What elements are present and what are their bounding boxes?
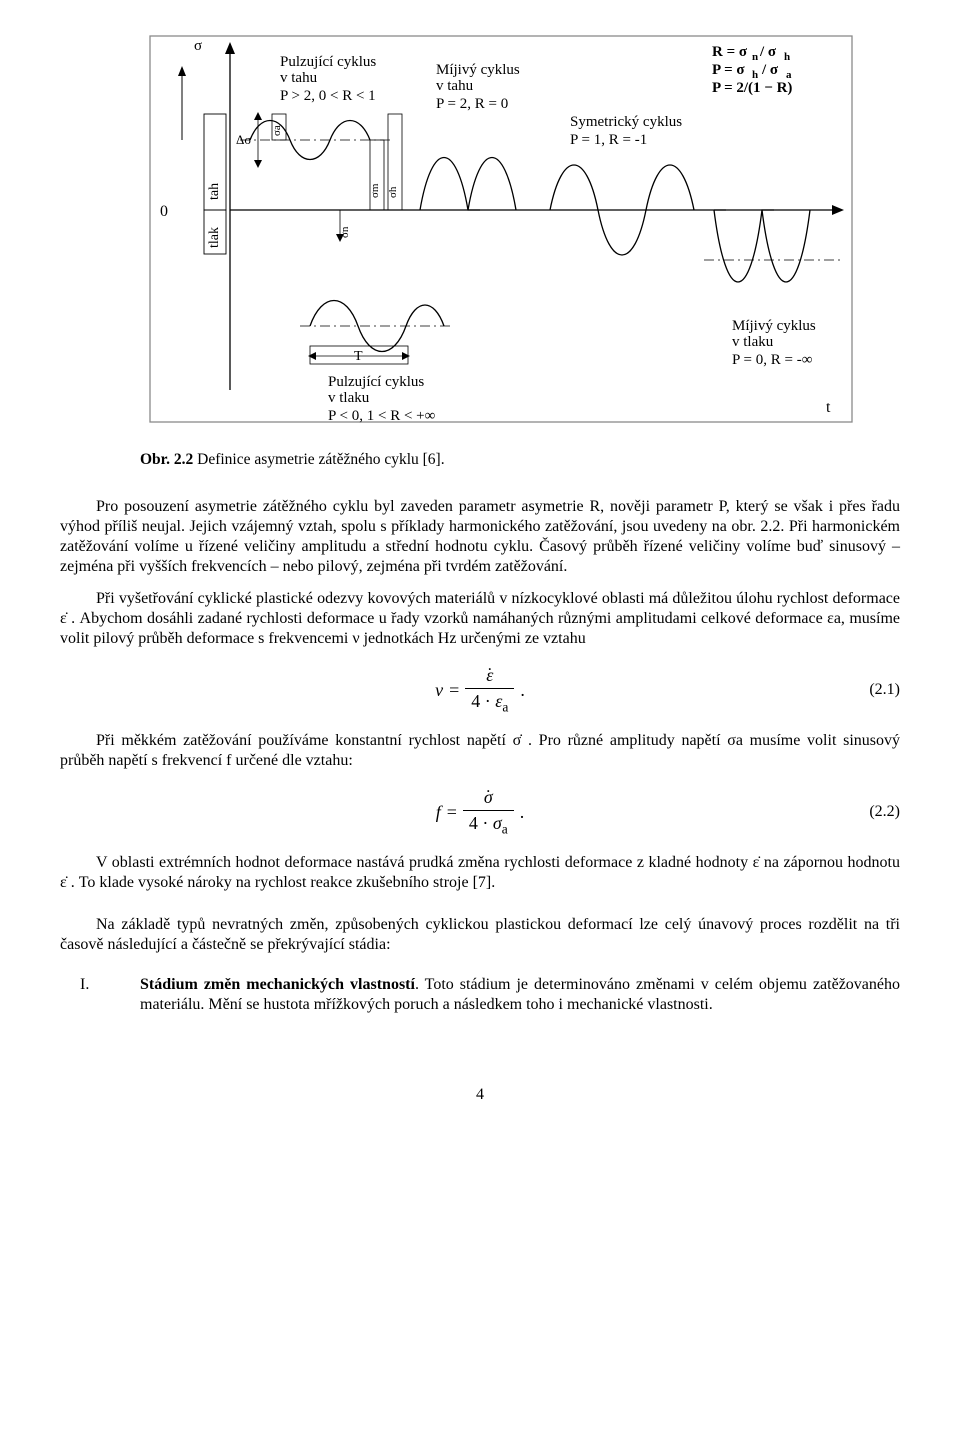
- svg-text:Symetrický cyklus: Symetrický cyklus: [570, 114, 682, 130]
- figure-2-2: σ 0 t tah tlak Δσ σa Pulzující cyklus: [100, 30, 860, 430]
- svg-text:v tlaku: v tlaku: [732, 334, 774, 350]
- list-bold: Stádium změn mechanických vlastností: [140, 976, 415, 993]
- svg-text:P = 0, R = -∞: P = 0, R = -∞: [732, 352, 812, 368]
- paragraph-5: Na základě typů nevratných změn, způsobe…: [60, 915, 900, 955]
- svg-text:0: 0: [160, 203, 168, 220]
- svg-text:P = 2/(1 − R): P = 2/(1 − R): [712, 80, 792, 96]
- eq2-number: (2.2): [869, 802, 900, 822]
- svg-text:R = σ: R = σ: [712, 44, 748, 60]
- equation-2-1: ν = ε 4 · εa . (2.1): [60, 663, 900, 717]
- figure-svg: σ 0 t tah tlak Δσ σa Pulzující cyklus: [100, 30, 860, 430]
- equation-2-2: f = σ 4 · σa . (2.2): [60, 785, 900, 839]
- list-marker: I.: [60, 975, 104, 1015]
- paragraph-1: Pro posouzení asymetrie zátěžného cyklu …: [60, 497, 900, 577]
- svg-text:σh: σh: [387, 186, 399, 198]
- svg-text:Míjivý cyklus: Míjivý cyklus: [732, 318, 816, 334]
- svg-text:P = 1, R = -1: P = 1, R = -1: [570, 132, 647, 148]
- svg-text:/ σ: / σ: [761, 62, 779, 78]
- svg-text:σa: σa: [271, 125, 283, 136]
- svg-text:Δσ: Δσ: [236, 132, 251, 147]
- svg-text:h: h: [784, 51, 790, 63]
- svg-text:tlak: tlak: [207, 227, 222, 248]
- paragraph-3: Při měkkém zatěžování používáme konstant…: [60, 731, 900, 771]
- svg-text:P > 2, 0 < R < 1: P > 2, 0 < R < 1: [280, 88, 376, 104]
- svg-text:t: t: [826, 399, 831, 416]
- svg-text:σ: σ: [194, 38, 202, 54]
- paragraph-4: V oblasti extrémních hodnot deformace na…: [60, 853, 900, 893]
- svg-text:P = σ: P = σ: [712, 62, 745, 78]
- svg-text:n: n: [752, 51, 758, 63]
- svg-text:T: T: [354, 349, 363, 364]
- eq1-number: (2.1): [869, 680, 900, 700]
- figure-caption: Obr. 2.2 Definice asymetrie zátěžného cy…: [140, 450, 900, 469]
- svg-text:tah: tah: [207, 183, 222, 200]
- svg-text:Míjivý cyklus: Míjivý cyklus: [436, 62, 520, 78]
- caption-bold: Obr. 2.2: [140, 451, 193, 468]
- svg-text:/ σ: / σ: [759, 44, 777, 60]
- svg-text:P < 0, 1 < R < +∞: P < 0, 1 < R < +∞: [328, 408, 435, 424]
- eq1-lhs: ν: [435, 679, 443, 702]
- svg-text:σm: σm: [369, 183, 381, 198]
- svg-text:Pulzující cyklus: Pulzující cyklus: [280, 54, 376, 70]
- list-item-1: I. Stádium změn mechanických vlastností.…: [60, 975, 900, 1015]
- page-number: 4: [60, 1085, 900, 1105]
- caption-text: Definice asymetrie zátěžného cyklu [6].: [193, 451, 444, 468]
- svg-text:v tahu: v tahu: [436, 78, 474, 94]
- eq2-lhs: f: [436, 801, 441, 824]
- svg-text:Pulzující cyklus: Pulzující cyklus: [328, 374, 424, 390]
- svg-text:σn: σn: [339, 226, 351, 238]
- svg-text:v tlaku: v tlaku: [328, 390, 370, 406]
- svg-text:P = 2, R = 0: P = 2, R = 0: [436, 96, 508, 112]
- paragraph-2: Při vyšetřování cyklické plastické odezv…: [60, 589, 900, 649]
- svg-text:v tahu: v tahu: [280, 70, 318, 86]
